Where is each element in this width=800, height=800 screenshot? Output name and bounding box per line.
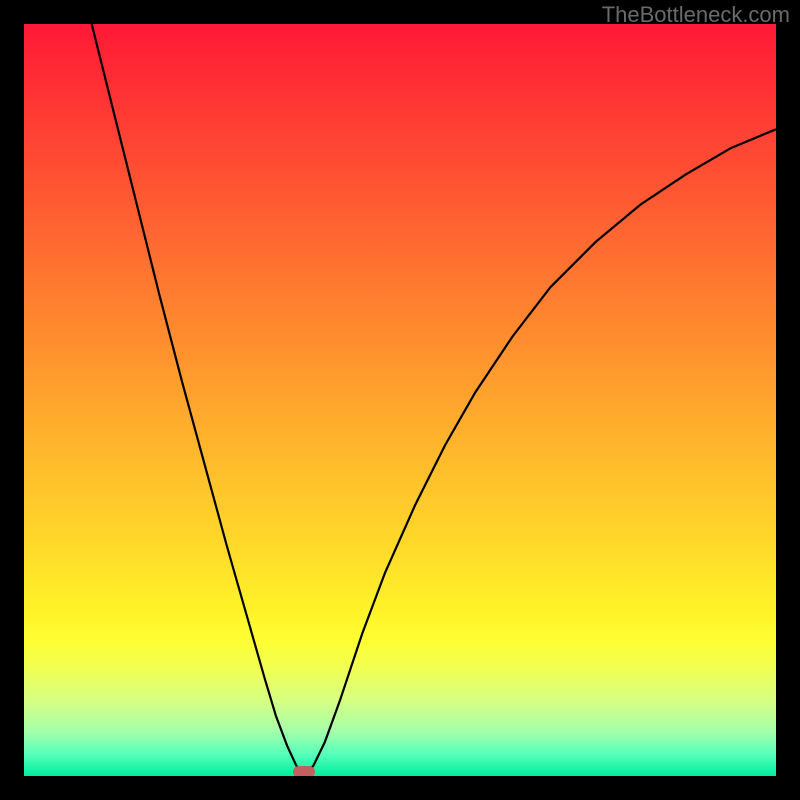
plot-area (24, 24, 776, 776)
bottleneck-curve (24, 24, 776, 776)
chart-container: TheBottleneck.com (0, 0, 800, 800)
watermark-label: TheBottleneck.com (602, 2, 790, 28)
optimal-point-marker (293, 766, 315, 776)
